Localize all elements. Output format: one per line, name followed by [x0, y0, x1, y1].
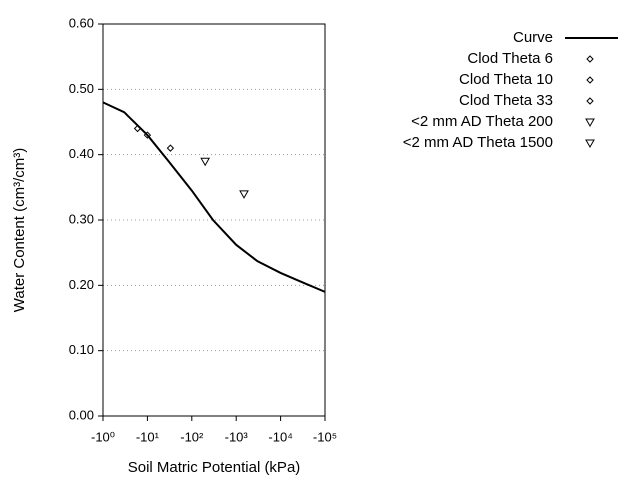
legend-marker [586, 76, 594, 84]
legend-label: <2 mm AD Theta 200 [411, 113, 553, 130]
triangle-marker [200, 157, 211, 167]
diamond-marker [166, 144, 175, 152]
legend-marker [585, 118, 595, 128]
triangle-marker [239, 190, 249, 199]
y-axis-label: Water Content (cm³/cm³) [11, 148, 28, 312]
x-tick-label: -10¹ [136, 429, 160, 444]
legend-marker [586, 97, 594, 105]
legend-label: Clod Theta 6 [467, 50, 553, 67]
x-tick-label: -10³ [225, 429, 249, 444]
plot-frame [102, 23, 326, 417]
legend-label: Curve [513, 29, 553, 46]
x-tick-label: -10⁴ [268, 429, 292, 444]
y-tick-label: 0.40 [69, 146, 94, 161]
legend-marker [585, 139, 595, 149]
x-axis-label: Soil Matric Potential (kPa) [128, 459, 301, 476]
legend-marker [586, 55, 594, 63]
legend-label: Clod Theta 33 [459, 92, 553, 109]
x-tick-label: -10⁵ [313, 429, 337, 444]
legend-label: <2 mm AD Theta 1500 [403, 134, 553, 151]
diamond-marker [133, 124, 142, 133]
y-tick-label: 0.10 [69, 342, 94, 357]
y-tick-label: 0.20 [69, 277, 94, 292]
y-tick-label: 0.60 [69, 15, 94, 30]
x-tick-label: -10² [180, 429, 204, 444]
y-tick-label: 0.50 [69, 81, 94, 96]
legend-label: Clod Theta 10 [459, 71, 553, 88]
x-tick-label: -10⁰ [91, 429, 115, 444]
y-tick-label: 0.00 [69, 407, 94, 422]
y-tick-label: 0.30 [69, 211, 94, 226]
diamond-marker [143, 131, 152, 139]
